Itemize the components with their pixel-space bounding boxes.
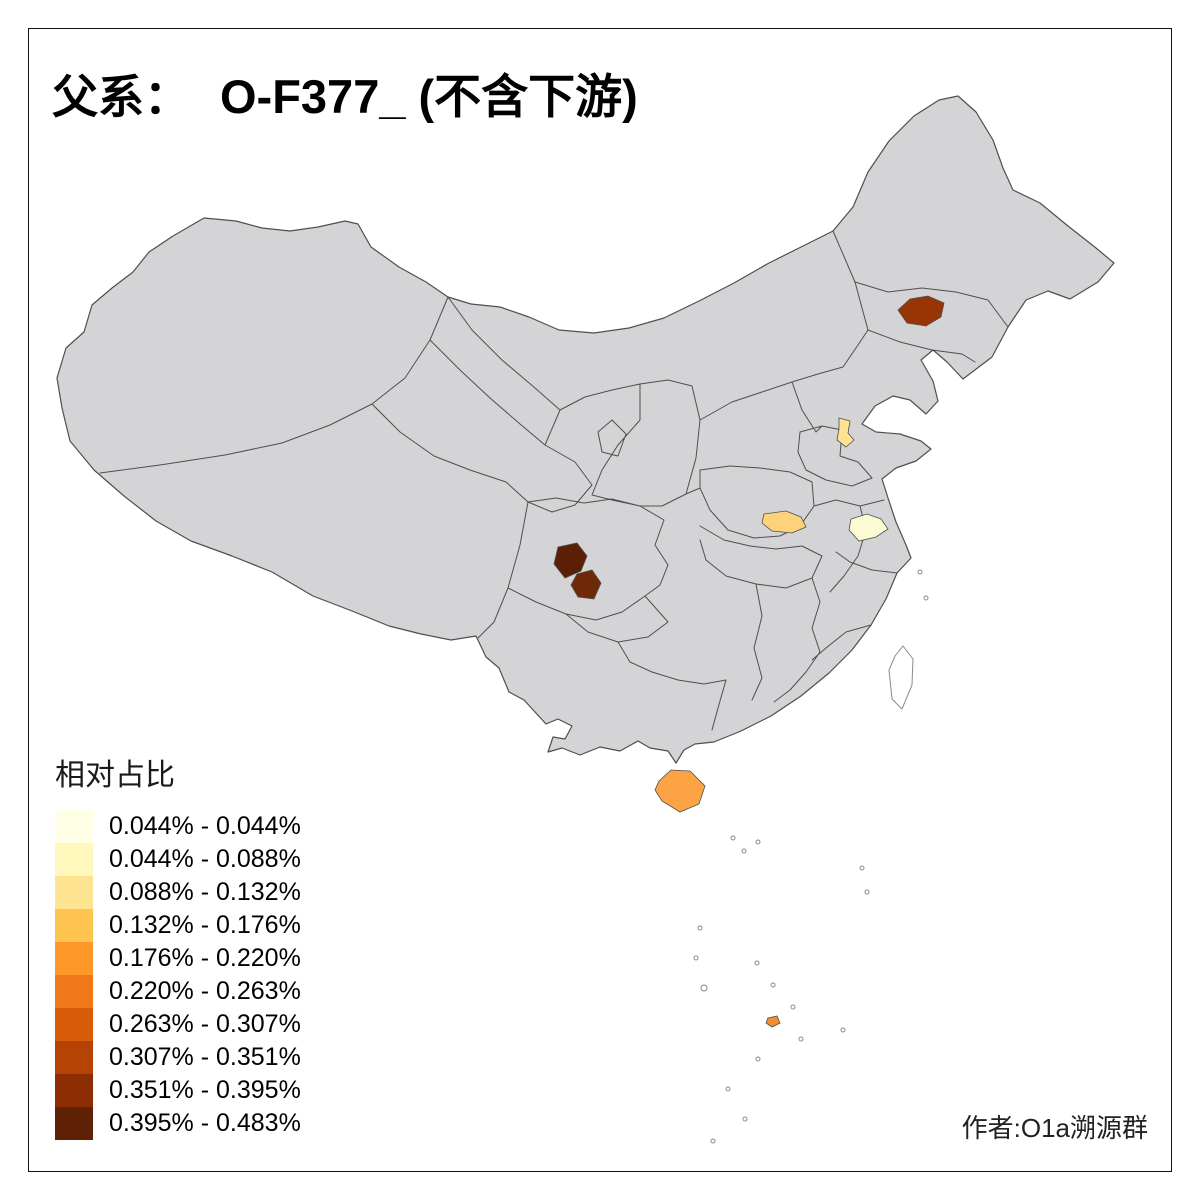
legend-swatch bbox=[55, 1041, 93, 1074]
map-region-south-sea-islet bbox=[765, 1015, 781, 1028]
south-china-sea-islands bbox=[693, 569, 929, 1144]
legend-item: 0.044% - 0.088% bbox=[55, 843, 301, 876]
taiwan-island bbox=[888, 645, 914, 710]
legend-swatch bbox=[55, 942, 93, 975]
legend-label: 0.044% - 0.044% bbox=[109, 812, 301, 840]
legend-label: 0.395% - 0.483% bbox=[109, 1109, 301, 1137]
legend-swatch bbox=[55, 909, 93, 942]
legend-swatch bbox=[55, 975, 93, 1008]
map-region-jiangsu bbox=[848, 513, 889, 542]
legend-item: 0.088% - 0.132% bbox=[55, 876, 301, 909]
map-region-sichuan-west bbox=[553, 542, 588, 579]
page-title: 父系： O-F377_ (不含下游) bbox=[52, 58, 638, 127]
legend-label: 0.307% - 0.351% bbox=[109, 1043, 301, 1071]
title-prefix: 父系： bbox=[52, 72, 190, 123]
china-mainland bbox=[56, 95, 1115, 764]
highlighted-regions bbox=[553, 295, 945, 1028]
legend-item: 0.176% - 0.220% bbox=[55, 942, 301, 975]
legend-item: 0.220% - 0.263% bbox=[55, 975, 301, 1008]
legend-swatch bbox=[55, 1074, 93, 1107]
legend-item: 0.132% - 0.176% bbox=[55, 909, 301, 942]
legend: 相对占比 0.044% - 0.044% 0.044% - 0.088% 0.0… bbox=[55, 750, 301, 1140]
legend-item: 0.263% - 0.307% bbox=[55, 1008, 301, 1041]
legend-swatch bbox=[55, 876, 93, 909]
legend-swatch bbox=[55, 1107, 93, 1140]
legend-label: 0.088% - 0.132% bbox=[109, 878, 301, 906]
legend-label: 0.220% - 0.263% bbox=[109, 977, 301, 1005]
map-region-hainan bbox=[654, 769, 706, 813]
title-main: O-F377_ (不含下游) bbox=[220, 70, 638, 123]
author-credit: 作者:O1a溯源群 bbox=[961, 1113, 1148, 1143]
legend-title: 相对占比 bbox=[55, 759, 175, 792]
legend-swatch bbox=[55, 810, 93, 843]
legend-label: 0.263% - 0.307% bbox=[109, 1010, 301, 1038]
legend-swatch bbox=[55, 1008, 93, 1041]
legend-item: 0.307% - 0.351% bbox=[55, 1041, 301, 1074]
map-region-sichuan-east bbox=[570, 569, 602, 600]
legend-item: 0.351% - 0.395% bbox=[55, 1074, 301, 1107]
legend-item: 0.044% - 0.044% bbox=[55, 810, 301, 843]
legend-item: 0.395% - 0.483% bbox=[55, 1107, 301, 1140]
legend-swatch bbox=[55, 843, 93, 876]
map-region-henan bbox=[761, 510, 807, 534]
legend-label: 0.351% - 0.395% bbox=[109, 1076, 301, 1104]
legend-label: 0.044% - 0.088% bbox=[109, 845, 301, 873]
map-region-northeast bbox=[897, 295, 945, 327]
map-region-shandong bbox=[836, 417, 855, 448]
legend-label: 0.132% - 0.176% bbox=[109, 911, 301, 939]
legend-label: 0.176% - 0.220% bbox=[109, 944, 301, 972]
